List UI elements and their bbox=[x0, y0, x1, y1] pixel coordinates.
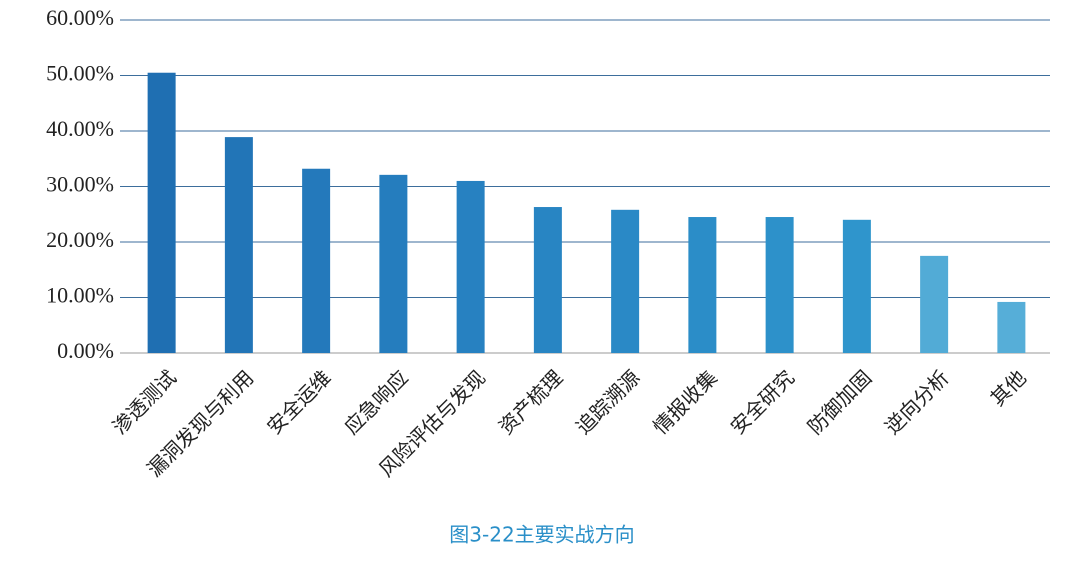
x-tick-label: 其他 bbox=[986, 365, 1031, 410]
bar bbox=[379, 174, 408, 353]
y-tick-label: 50.00% bbox=[46, 61, 114, 86]
bar bbox=[997, 301, 1026, 353]
x-tick-label: 追踪溯源 bbox=[571, 365, 645, 439]
bar bbox=[765, 217, 794, 353]
y-tick-label: 30.00% bbox=[46, 172, 114, 197]
x-tick-label: 逆向分析 bbox=[880, 365, 954, 439]
bar bbox=[842, 219, 871, 353]
bar bbox=[224, 137, 253, 353]
bar bbox=[611, 209, 640, 353]
x-tick-label: 安全研究 bbox=[726, 365, 800, 439]
bar bbox=[456, 180, 485, 353]
x-tick-label: 资产梳理 bbox=[494, 365, 568, 439]
x-tick-label: 安全运维 bbox=[262, 365, 336, 439]
y-tick-label: 0.00% bbox=[57, 338, 114, 363]
bar bbox=[688, 217, 717, 353]
x-tick-label: 防御加固 bbox=[803, 365, 877, 439]
bar bbox=[533, 207, 562, 353]
bar bbox=[302, 168, 331, 353]
y-tick-label: 10.00% bbox=[46, 283, 114, 308]
y-tick-label: 60.00% bbox=[46, 5, 114, 30]
bar bbox=[920, 255, 949, 353]
bar bbox=[147, 72, 176, 353]
y-tick-label: 20.00% bbox=[46, 227, 114, 252]
x-tick-label: 情报收集 bbox=[648, 365, 722, 439]
x-tick-label: 应急响应 bbox=[339, 365, 413, 439]
chart-title: 图3-22主要实战方向 bbox=[449, 523, 634, 547]
y-tick-label: 40.00% bbox=[46, 116, 114, 141]
x-tick-label: 渗透测试 bbox=[108, 365, 182, 439]
